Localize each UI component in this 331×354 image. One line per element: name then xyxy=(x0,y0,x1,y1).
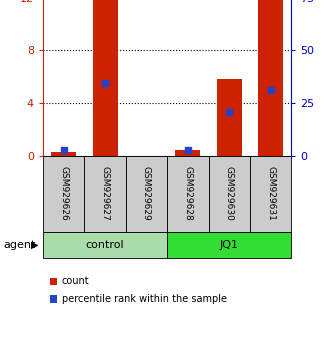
Bar xyxy=(93,0,118,156)
Text: GSM929631: GSM929631 xyxy=(266,166,275,221)
Text: GSM929629: GSM929629 xyxy=(142,166,151,221)
Bar xyxy=(126,156,167,232)
Text: control: control xyxy=(86,240,124,250)
Point xyxy=(268,87,273,93)
Point xyxy=(61,147,66,153)
Text: count: count xyxy=(62,276,89,286)
Bar xyxy=(43,156,84,232)
Point xyxy=(103,80,108,86)
Bar xyxy=(209,156,250,232)
Text: GSM929628: GSM929628 xyxy=(183,166,192,221)
Text: agent: agent xyxy=(3,240,36,250)
Bar xyxy=(43,232,167,258)
Bar xyxy=(217,79,242,156)
Text: GSM929627: GSM929627 xyxy=(101,166,110,221)
Text: percentile rank within the sample: percentile rank within the sample xyxy=(62,294,227,304)
Text: ▶: ▶ xyxy=(31,240,39,250)
Bar xyxy=(250,156,291,232)
Bar xyxy=(258,0,283,156)
Bar xyxy=(167,156,209,232)
Text: GSM929630: GSM929630 xyxy=(225,166,234,221)
Bar xyxy=(84,156,126,232)
Bar xyxy=(51,152,76,156)
Text: GSM929626: GSM929626 xyxy=(59,166,68,221)
Bar xyxy=(167,232,291,258)
Bar xyxy=(175,150,200,156)
Point xyxy=(185,147,191,153)
Text: JQ1: JQ1 xyxy=(220,240,239,250)
Point xyxy=(226,109,232,115)
